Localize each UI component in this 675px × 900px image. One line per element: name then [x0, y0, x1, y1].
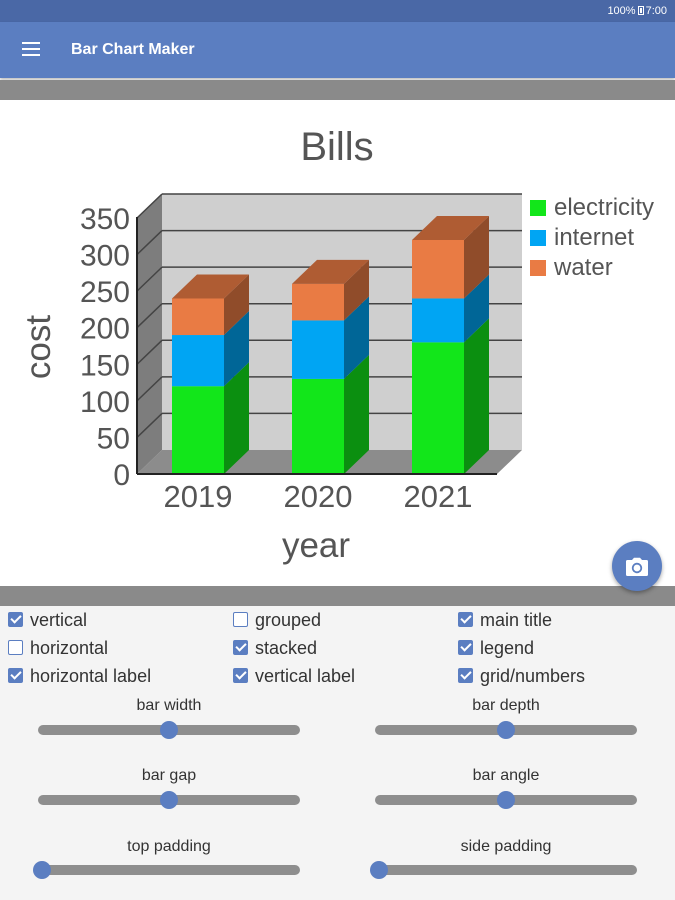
- bar-side-water-2020: [344, 259, 369, 321]
- bar-water-2020: [292, 283, 344, 321]
- y-tick-label: 250: [80, 276, 130, 309]
- y-tick-label: 150: [80, 349, 130, 382]
- top-divider: [0, 80, 675, 100]
- grid-line: [136, 412, 163, 438]
- bar-side-water-2021: [464, 215, 489, 299]
- y-axis-label: cost: [19, 315, 58, 379]
- chart-side-wall: [137, 194, 162, 474]
- grid-numbers-checkbox[interactable]: [458, 668, 473, 683]
- y-tick-label: 0: [113, 459, 130, 492]
- menu-icon[interactable]: [22, 42, 40, 56]
- vertical-checkbox[interactable]: [8, 612, 23, 627]
- grid-line: [136, 303, 163, 329]
- x-tick-label: 2019: [164, 479, 233, 514]
- clock-time: 7:00: [645, 5, 667, 17]
- bar-gap-slider[interactable]: [38, 791, 300, 809]
- main-title-checkbox[interactable]: [458, 612, 473, 627]
- bar-gap-slider-thumb[interactable]: [160, 791, 178, 809]
- bar-depth-slider-thumb[interactable]: [497, 721, 515, 739]
- bar-internet-2021: [412, 298, 464, 343]
- chart-area: 0 50 100 150 200 250 300 350 2019 2020 2021 Bills ye…: [0, 100, 675, 586]
- legend-label-internet: internet: [554, 224, 634, 251]
- grid-line: [136, 266, 163, 292]
- x-tick-label: 2021: [404, 479, 473, 514]
- bar-side-internet-2019: [224, 311, 249, 387]
- top-padding-slider-thumb[interactable]: [33, 861, 51, 879]
- y-tick-label: 100: [80, 386, 130, 419]
- y-tick-label: 50: [97, 422, 130, 455]
- chart-controls: vertical grouped main title horizontal s…: [0, 606, 675, 900]
- grid-line: [136, 376, 163, 402]
- side-padding-slider[interactable]: [370, 861, 637, 879]
- y-tick-label: 300: [80, 240, 130, 273]
- bar-internet-2020: [292, 320, 344, 379]
- controls-divider: [0, 586, 675, 606]
- status-bar: 100% 7:00: [0, 0, 675, 22]
- horizontal-checkbox[interactable]: [8, 640, 23, 655]
- side-padding-label: side padding: [460, 838, 552, 855]
- x-axis-label: year: [282, 526, 350, 565]
- bar-width-label: bar width: [136, 697, 202, 714]
- legend-swatch-electricity: [530, 200, 546, 216]
- top-padding-slider[interactable]: [33, 861, 300, 879]
- bar-width-slider[interactable]: [38, 721, 300, 739]
- y-tick-label: 350: [80, 203, 130, 236]
- bar-angle-label: bar angle: [472, 767, 540, 784]
- bar-width-slider-thumb[interactable]: [160, 721, 178, 739]
- top-padding-label: top padding: [127, 838, 211, 855]
- bar-depth-slider[interactable]: [375, 721, 637, 739]
- bar-electricity-2021: [412, 342, 464, 474]
- grid-line: [136, 339, 163, 365]
- legend-label-electricity: electricity: [554, 194, 654, 221]
- bar-electricity-2020: [292, 378, 344, 474]
- legend-label-water: water: [553, 254, 613, 281]
- legend-swatch-internet: [530, 230, 546, 246]
- bar-top-2021: [412, 215, 489, 240]
- vertical-label-checkbox[interactable]: [233, 668, 248, 683]
- app-title: Bar Chart Maker: [71, 41, 195, 58]
- battery-percent: 100%: [607, 5, 636, 17]
- bar-depth-label: bar depth: [472, 697, 540, 714]
- bar-top-2019: [172, 274, 249, 299]
- x-tick-label: 2020: [284, 479, 353, 514]
- status-info: 100% 7:00: [607, 5, 667, 17]
- bar-side-internet-2021: [464, 274, 489, 343]
- bar-water-2019: [172, 298, 224, 336]
- bar-top-2020: [292, 259, 369, 284]
- grid-line: [136, 230, 163, 256]
- bar-side-internet-2020: [344, 296, 369, 379]
- app-bar: Bar Chart Maker: [0, 22, 675, 78]
- chart-title: Bills: [300, 125, 373, 169]
- battery-icon: [637, 6, 644, 15]
- side-padding-slider-thumb[interactable]: [370, 861, 388, 879]
- bar-angle-slider[interactable]: [375, 791, 637, 809]
- legend-swatch-water: [530, 260, 546, 276]
- bar-side-electricity-2020: [344, 354, 369, 474]
- bar-side-water-2019: [224, 274, 249, 336]
- horizontal-label-checkbox[interactable]: [8, 668, 23, 683]
- bar-side-electricity-2019: [224, 362, 249, 474]
- bar-internet-2019: [172, 335, 224, 387]
- bar-water-2021: [412, 239, 464, 299]
- grid-line: [136, 193, 163, 219]
- bar-gap-label: bar gap: [141, 767, 197, 784]
- bar-side-electricity-2021: [464, 318, 489, 474]
- bar-angle-slider-thumb[interactable]: [497, 791, 515, 809]
- legend-checkbox[interactable]: [458, 640, 473, 655]
- camera-icon: [626, 557, 648, 576]
- stacked-checkbox[interactable]: [233, 640, 248, 655]
- bar-electricity-2019: [172, 386, 224, 474]
- y-tick-label: 200: [80, 313, 130, 346]
- camera-button[interactable]: [612, 541, 662, 591]
- grouped-checkbox[interactable]: [233, 612, 248, 627]
